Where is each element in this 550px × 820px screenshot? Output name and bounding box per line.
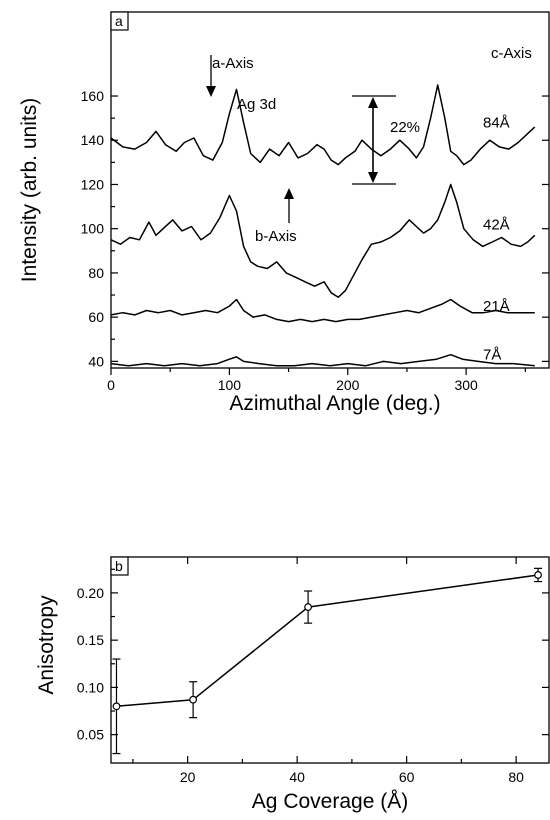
panel-a-x-tick-label: 300: [454, 377, 478, 393]
series-line-0: [110, 84, 536, 166]
panel-a-frame: [110, 11, 550, 369]
panel-b-x-tick-label: 40: [289, 769, 305, 785]
panel-b-x-tick-label: 20: [180, 769, 196, 785]
range-arrow-head-down: [368, 172, 378, 183]
panel-b-frame: [110, 556, 550, 764]
series-label-3: 7Å: [483, 347, 501, 364]
panel-b-data: [112, 567, 543, 755]
panel-a-letter-box: [110, 11, 129, 31]
panel-a-y-tick-label: 140: [81, 132, 105, 148]
panel-a-y-tick-label: 60: [88, 309, 104, 325]
panel-b-letter-box: [110, 556, 129, 576]
panel-a-letter: a: [115, 13, 123, 29]
a-axis-annotation: a-Axis: [212, 55, 254, 72]
panel-a: a 40 60 80 100 120 140 160 0 100 200 300 84Å 42Å 21…: [18, 11, 550, 415]
series-line-2: [110, 298, 535, 323]
anisotropy-line: [116, 574, 539, 708]
panel-a-y-tick-label: 160: [81, 88, 105, 104]
data-point: [534, 571, 542, 579]
panel-b-y-tick-label: 0.15: [77, 632, 104, 648]
panel-a-y-tick-label: 40: [88, 353, 104, 369]
a-axis-arrow-head: [206, 86, 216, 97]
panel-a-x-tick-label: 0: [107, 377, 115, 393]
panel-a-series-labels: 84Å 42Å 21Å 7Å: [483, 115, 510, 364]
panel-b-x-tick-label: 60: [399, 769, 415, 785]
c-axis-annotation: c-Axis: [491, 45, 532, 62]
ag3d-annotation: Ag 3d: [237, 96, 276, 113]
data-point: [189, 695, 198, 704]
panel-a-y-tick-label: 80: [88, 265, 104, 281]
panel-b-y-axis: 0.05 0.10 0.15 0.20: [77, 568, 549, 743]
panel-b-y-tick-label: 0.10: [77, 679, 104, 695]
panel-b: b 0.05 0.10 0.15 0.20 20 40 60 80 Ag Coverage …: [35, 556, 550, 813]
panel-a-y-tick-label: 100: [81, 221, 105, 237]
panel-a-y-tick-label: 120: [81, 176, 105, 192]
series-label-2: 21Å: [483, 298, 510, 315]
panel-a-x-axis-title: Azimuthal Angle (deg.): [229, 392, 440, 415]
panel-a-x-tick-label: 100: [218, 377, 242, 393]
panel-a-y-axis: 40 60 80 100 120 140 160: [81, 88, 549, 369]
panel-b-x-axis-title: Ag Coverage (Å): [252, 790, 408, 813]
panel-b-x-tick-label: 80: [508, 769, 524, 785]
series-line-1: [110, 183, 536, 298]
panel-b-y-tick-label: 0.05: [77, 727, 104, 743]
data-point: [112, 702, 121, 711]
panel-b-letter: b: [115, 558, 123, 574]
range-arrow-head-up: [368, 97, 378, 108]
percent-annotation: 22%: [390, 119, 420, 136]
b-axis-arrow-head: [284, 188, 294, 199]
panel-a-x-axis: 0 100 200 300: [107, 368, 526, 393]
series-label-1: 42Å: [483, 216, 510, 233]
panel-b-y-axis-title: Anisotropy: [35, 595, 58, 695]
b-axis-annotation: b-Axis: [255, 228, 297, 245]
panel-a-y-axis-title: Intensity (arb. units): [18, 98, 41, 282]
panel-b-x-axis: 20 40 60 80: [132, 557, 524, 785]
data-point: [304, 603, 313, 611]
series-line-3: [110, 353, 535, 367]
panel-a-x-tick-label: 200: [336, 377, 360, 393]
series-label-0: 84Å: [483, 115, 510, 132]
panel-a-traces: [110, 84, 536, 367]
panel-b-y-tick-label: 0.20: [77, 585, 104, 601]
